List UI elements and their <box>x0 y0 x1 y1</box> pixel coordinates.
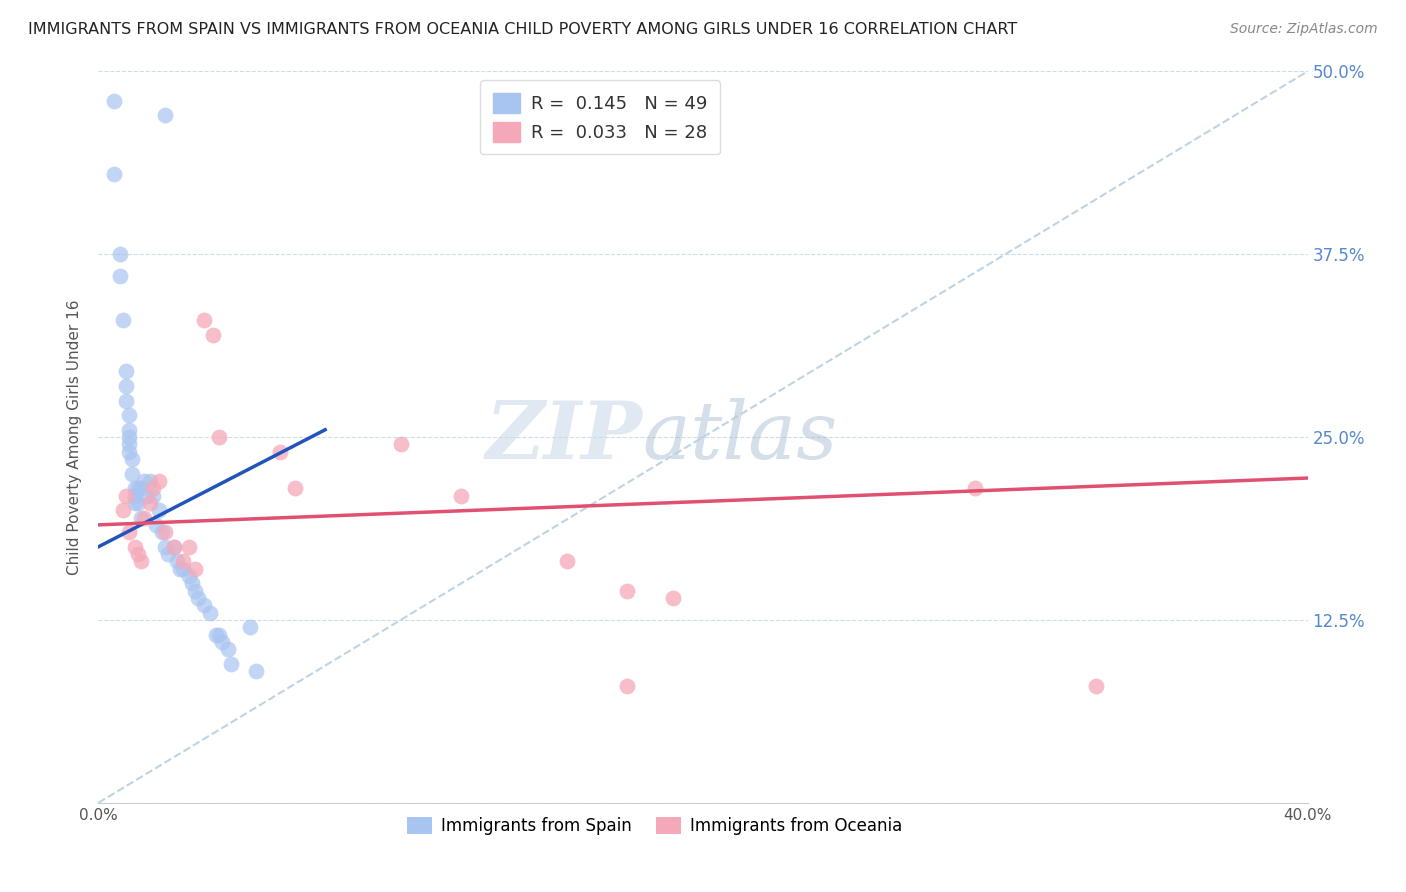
Point <box>121 452 143 467</box>
Point <box>118 444 141 458</box>
Point <box>108 247 131 261</box>
Point <box>118 408 141 422</box>
Point <box>129 481 152 495</box>
Point <box>129 510 152 524</box>
Point <box>139 474 162 488</box>
Legend: Immigrants from Spain, Immigrants from Oceania: Immigrants from Spain, Immigrants from O… <box>401 811 908 842</box>
Point <box>184 583 207 598</box>
Point <box>139 496 162 510</box>
Point <box>211 635 233 649</box>
Point <box>142 481 165 495</box>
Point <box>450 489 472 503</box>
Point <box>150 525 173 540</box>
Point <box>221 657 243 671</box>
Point <box>208 627 231 641</box>
Point <box>202 327 225 342</box>
Point <box>118 430 141 444</box>
Point <box>118 525 141 540</box>
Point <box>172 562 194 576</box>
Point <box>124 489 146 503</box>
Point <box>193 313 215 327</box>
Point <box>142 489 165 503</box>
Point <box>114 393 136 408</box>
Point <box>124 481 146 495</box>
Text: IMMIGRANTS FROM SPAIN VS IMMIGRANTS FROM OCEANIA CHILD POVERTY AMONG GIRLS UNDER: IMMIGRANTS FROM SPAIN VS IMMIGRANTS FROM… <box>28 22 1018 37</box>
Point <box>166 554 188 568</box>
Point <box>156 547 179 561</box>
Point <box>269 444 291 458</box>
Point <box>121 467 143 481</box>
Point <box>114 379 136 393</box>
Point <box>163 540 186 554</box>
Point <box>127 547 149 561</box>
Point <box>124 540 146 554</box>
Point <box>245 664 267 678</box>
Point <box>132 510 155 524</box>
Point <box>153 540 176 554</box>
Point <box>114 364 136 378</box>
Point <box>169 562 191 576</box>
Point <box>172 554 194 568</box>
Point <box>661 591 683 605</box>
Point <box>193 599 215 613</box>
Point <box>187 591 209 605</box>
Point <box>555 554 578 568</box>
Point <box>181 576 204 591</box>
Point <box>616 679 638 693</box>
Point <box>127 481 149 495</box>
Text: atlas: atlas <box>643 399 838 475</box>
Point <box>148 503 170 517</box>
Text: Source: ZipAtlas.com: Source: ZipAtlas.com <box>1230 22 1378 37</box>
Point <box>132 474 155 488</box>
Point <box>184 562 207 576</box>
Point <box>616 583 638 598</box>
Point <box>111 503 134 517</box>
Point <box>965 481 987 495</box>
Point <box>148 474 170 488</box>
Point <box>114 489 136 503</box>
Point <box>284 481 307 495</box>
Point <box>217 642 239 657</box>
Point <box>108 269 131 284</box>
Point <box>153 108 176 122</box>
Point <box>389 437 412 451</box>
Point <box>163 540 186 554</box>
Y-axis label: Child Poverty Among Girls Under 16: Child Poverty Among Girls Under 16 <box>67 300 83 574</box>
Point <box>124 496 146 510</box>
Text: ZIP: ZIP <box>485 399 643 475</box>
Point <box>153 525 176 540</box>
Point <box>118 423 141 437</box>
Point <box>135 489 157 503</box>
Point <box>129 554 152 568</box>
Point <box>145 517 167 532</box>
Point <box>127 496 149 510</box>
Point <box>205 627 228 641</box>
Point <box>179 540 201 554</box>
Point <box>111 313 134 327</box>
Point <box>179 569 201 583</box>
Point <box>208 430 231 444</box>
Point <box>239 620 262 634</box>
Point <box>103 167 125 181</box>
Point <box>118 437 141 451</box>
Point <box>200 606 222 620</box>
Point <box>1085 679 1108 693</box>
Point <box>103 94 125 108</box>
